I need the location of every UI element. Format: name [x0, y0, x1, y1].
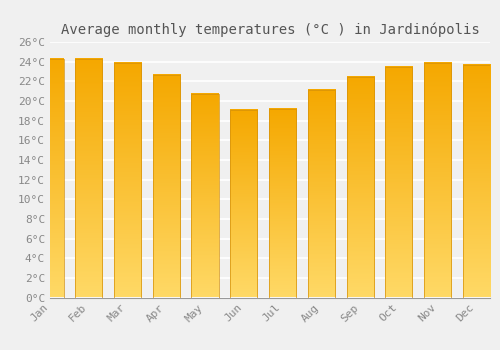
Bar	[463, 65, 490, 298]
Bar	[308, 90, 335, 298]
Bar	[424, 63, 451, 298]
Bar	[75, 59, 102, 298]
Bar	[36, 59, 64, 298]
Bar	[192, 94, 218, 298]
Bar	[152, 75, 180, 298]
Title: Average monthly temperatures (°C ) in Jardinópolis: Average monthly temperatures (°C ) in Ja…	[60, 22, 480, 37]
Bar	[269, 109, 296, 298]
Bar	[230, 110, 258, 298]
Bar	[386, 66, 412, 298]
Bar	[346, 77, 374, 298]
Bar	[114, 63, 141, 298]
